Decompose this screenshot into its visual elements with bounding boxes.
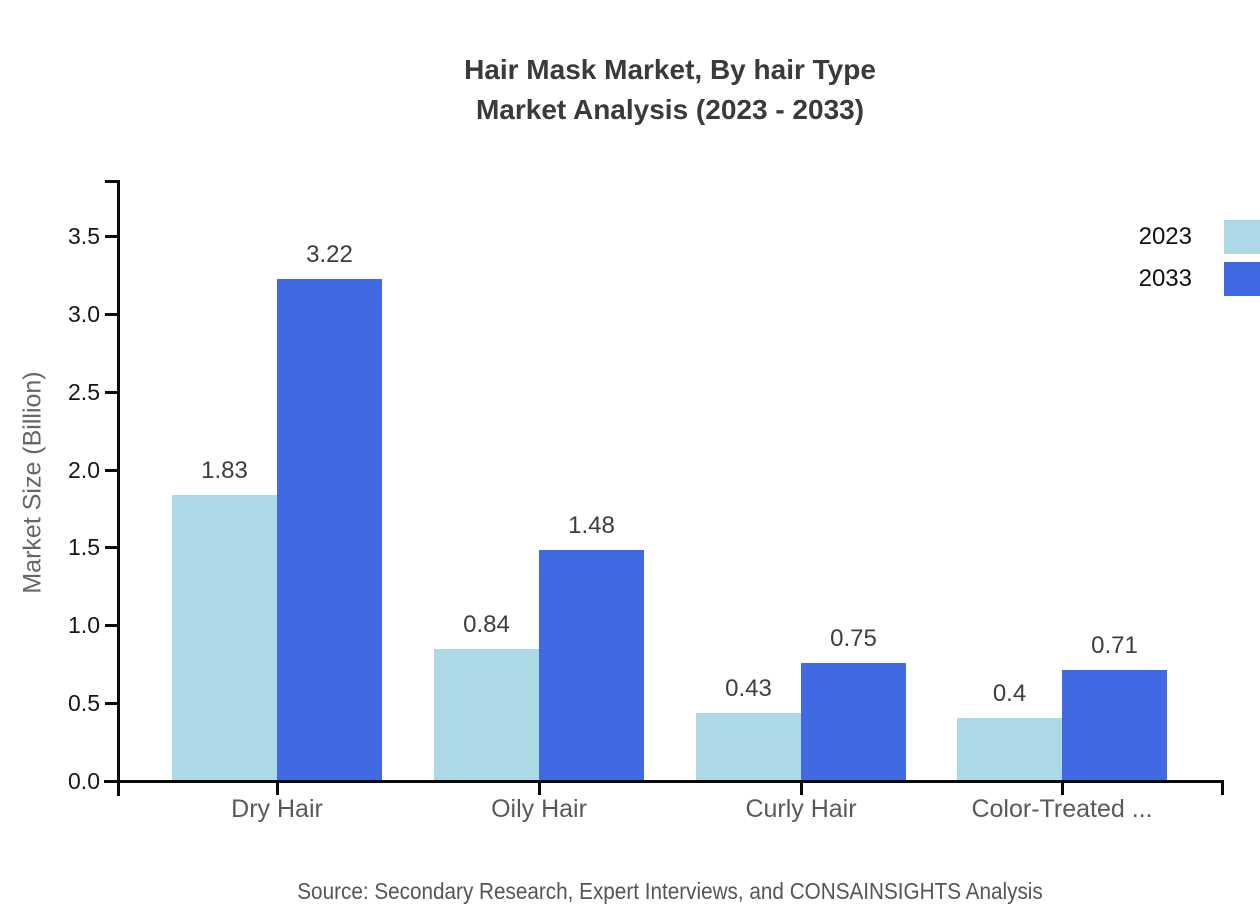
bar-2033-color-treated- [1062, 670, 1167, 780]
bar-value-label: 0.75 [830, 625, 877, 652]
x-category-label: Curly Hair [745, 795, 857, 823]
bar-value-label: 0.4 [992, 680, 1027, 707]
y-tick-mark [105, 390, 118, 394]
x-axis-spine [104, 780, 1224, 783]
y-tick-mark [105, 779, 118, 783]
chart-title-line1: Hair Mask Market, By hair Type [464, 54, 876, 85]
y-axis-label: Market Size (Billion) [18, 371, 47, 594]
bar-2023-curly-hair [696, 713, 801, 780]
y-tick-label: 0.0 [68, 767, 100, 794]
bar-2033-curly-hair [801, 663, 906, 780]
y-tick-label: 1.0 [68, 612, 100, 638]
y-tick-label: 3.5 [68, 223, 100, 250]
bar-value-label: 0.71 [1091, 632, 1138, 659]
x-tick-mark [1060, 781, 1064, 795]
bar-value-label: 0.84 [463, 611, 510, 638]
legend: 2023 2033 [1139, 220, 1260, 304]
legend-item-2023: 2023 [1139, 220, 1260, 254]
bar-2023-color-treated- [957, 718, 1062, 780]
legend-swatch-2033 [1224, 262, 1260, 296]
x-category-label: Oily Hair [491, 795, 587, 823]
bar-2023-oily-hair [434, 649, 539, 780]
y-tick-label: 2.0 [68, 456, 100, 483]
x-axis-end-tick [1221, 780, 1224, 795]
bar-value-label: 3.22 [306, 241, 353, 268]
bar-2033-dry-hair [277, 279, 382, 780]
bar-value-label: 0.43 [725, 675, 772, 702]
legend-label: 2023 [1138, 223, 1192, 250]
y-tick-label: 0.5 [68, 689, 100, 716]
source-note: Source: Secondary Research, Expert Inter… [297, 878, 1043, 904]
y-tick-label: 1.5 [68, 534, 100, 561]
x-tick-mark [537, 781, 541, 795]
bar-2023-dry-hair [172, 495, 277, 780]
y-tick-mark [105, 624, 118, 627]
bar-value-label: 1.83 [201, 457, 248, 484]
y-tick-label: 3.0 [68, 301, 100, 327]
bar-value-label: 1.48 [568, 512, 615, 539]
y-tick-mark [105, 701, 118, 705]
x-tick-mark [799, 781, 803, 795]
y-tick-mark [105, 546, 118, 550]
y-tick-label: 2.5 [68, 378, 100, 405]
y-axis-top-cap [105, 180, 118, 183]
y-tick-mark [105, 468, 118, 472]
y-axis-spine [117, 180, 120, 796]
x-category-label: Color-Treated ... [971, 795, 1153, 823]
chart-title-line2: Market Analysis (2023 - 2033) [475, 94, 865, 125]
bar-2033-oily-hair [539, 550, 644, 780]
legend-item-2033: 2033 [1139, 262, 1260, 296]
x-category-label: Dry Hair [231, 795, 323, 823]
y-tick-mark [105, 235, 118, 239]
legend-swatch-2023 [1224, 220, 1260, 254]
legend-label: 2033 [1138, 265, 1192, 292]
x-tick-mark [275, 781, 279, 795]
chart-title: Hair Mask Market, By hair Type Market An… [118, 50, 1222, 130]
y-tick-mark [105, 313, 118, 316]
